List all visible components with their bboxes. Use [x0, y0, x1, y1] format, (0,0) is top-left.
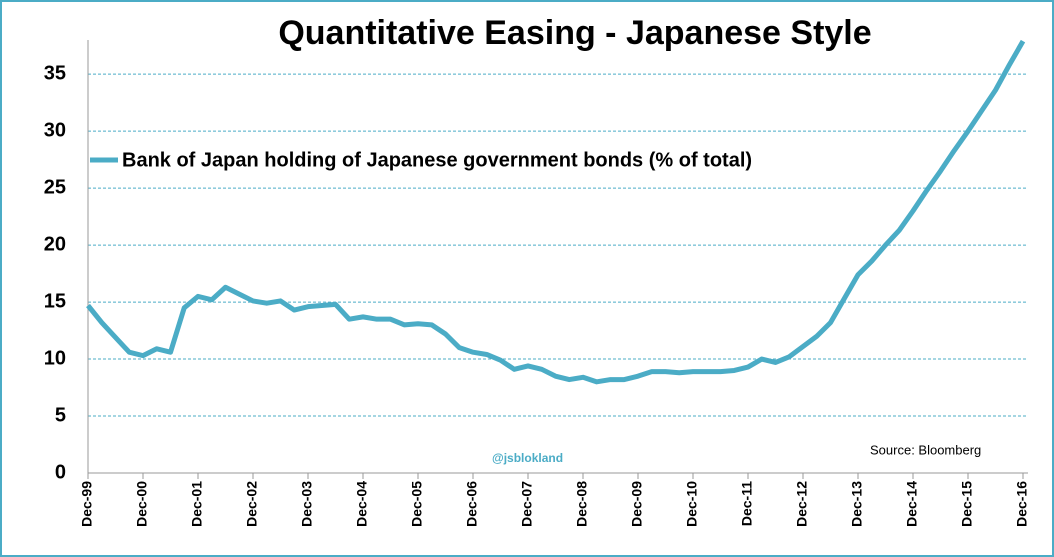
x-tick-label: Dec-05 [409, 481, 425, 527]
y-tick-label: 0 [55, 461, 66, 483]
x-tick-label: Dec-09 [629, 481, 645, 527]
x-tick-label: Dec-07 [519, 481, 535, 527]
x-tick-label: Dec-11 [739, 481, 755, 526]
legend-label: Bank of Japan holding of Japanese govern… [122, 149, 752, 171]
x-tick-label: Dec-01 [189, 481, 205, 527]
series-line [86, 39, 1026, 385]
x-tick-label: Dec-14 [904, 481, 920, 527]
x-tick-label: Dec-02 [244, 481, 260, 527]
x-tick-label: Dec-13 [849, 481, 865, 527]
y-tick-label: 10 [44, 347, 66, 369]
y-tick-label: 35 [44, 62, 66, 84]
x-tick-label: Dec-15 [959, 481, 975, 527]
watermark: @jsblokland [492, 451, 563, 465]
x-tick-label: Dec-00 [134, 481, 150, 527]
source: Source: Bloomberg [870, 442, 981, 457]
x-tick-label: Dec-04 [354, 481, 370, 527]
y-tick-label: 15 [44, 290, 66, 312]
y-tick-label: 30 [44, 119, 66, 141]
y-tick-label: 20 [44, 233, 66, 255]
x-tick-label: Dec-10 [684, 481, 700, 527]
x-tick-label: Dec-06 [464, 481, 480, 527]
x-tick-label: Dec-08 [574, 481, 590, 527]
x-tick-label: Dec-99 [79, 481, 95, 527]
y-tick-label: 25 [44, 176, 66, 198]
y-tick-label: 5 [55, 404, 66, 426]
x-tick-label: Dec-03 [299, 481, 315, 527]
x-tick-label: Dec-12 [794, 481, 810, 527]
chart-title: Quantitative Easing - Japanese Style [278, 14, 871, 52]
x-tick-label: Dec-16 [1014, 481, 1030, 527]
